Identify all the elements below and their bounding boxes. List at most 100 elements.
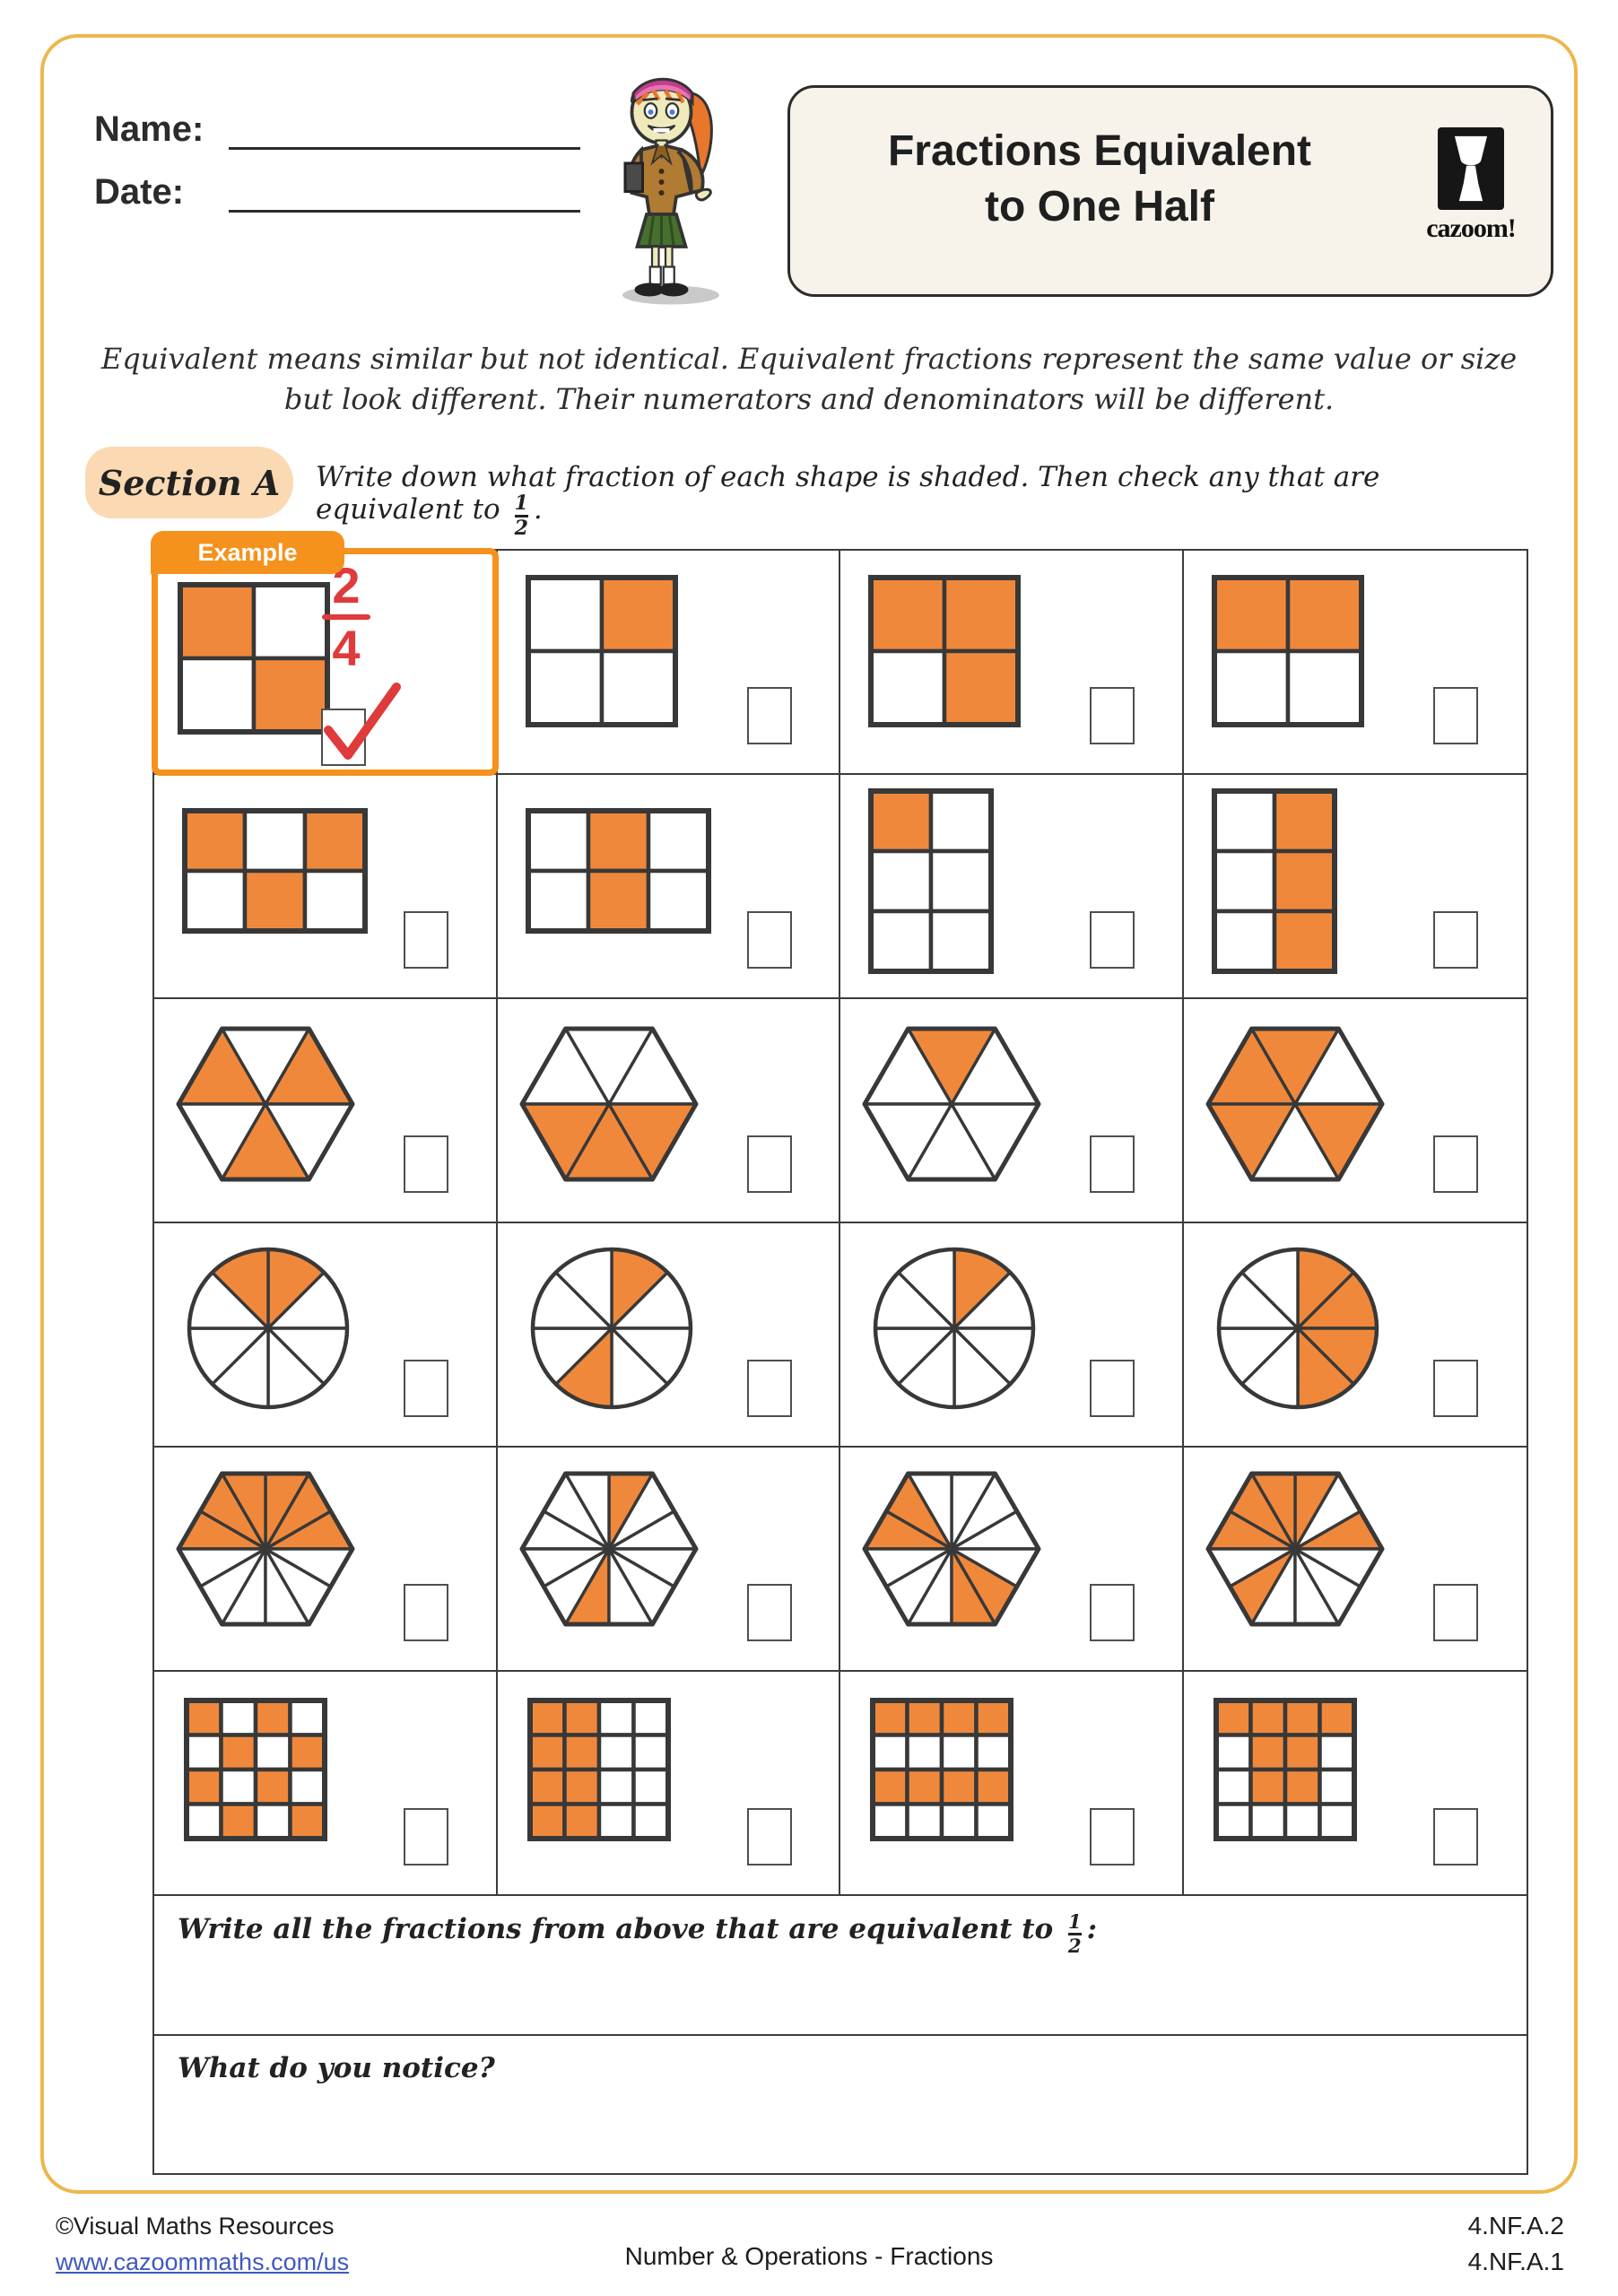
fraction-shape-cell-r4c4 [1183,1223,1527,1448]
q2-answer-space[interactable] [154,2090,1527,2173]
copyright-text: ©Visual Maths Resources [56,2213,335,2239]
fraction-shape-cell-r3c2 [497,999,840,1223]
name-field-row: Name: [94,109,580,150]
answer-checkbox[interactable] [746,1808,792,1866]
section-a-badge: Section A [85,447,293,518]
circle-fraction-shape [873,1247,1036,1410]
footer-topic: Number & Operations - Fractions [624,2242,994,2270]
hex-fraction-shape [519,1026,698,1182]
fraction-shape-cell-r6c1 [154,1672,498,1896]
intro-line-1: Equivalent means similar but not identic… [100,342,1518,376]
cazoom-link[interactable]: www.cazoommaths.com/us [56,2248,350,2275]
cazoom-logo: cazoom! [1422,127,1520,244]
logo-wordmark: cazoom! [1426,213,1517,243]
answer-checkbox[interactable] [746,687,792,744]
hex-fraction-shape [519,1471,698,1627]
hex-fraction-shape [176,1471,355,1627]
date-input-line[interactable] [229,172,580,213]
fraction-shape-cell-r2c4 [1183,775,1527,999]
example-badge: Example [151,531,344,574]
answer-checkbox[interactable] [404,1360,448,1417]
grid-fraction-shape [868,575,1021,727]
fraction-shape-cell-r5c2 [497,1448,840,1672]
hex-fraction-shape [862,1026,1041,1182]
grid-fraction-shape [184,1698,327,1841]
answer-checkbox[interactable] [1090,1808,1135,1866]
answer-checkbox[interactable] [1432,687,1478,744]
answer-checkbox[interactable] [404,911,448,969]
answer-checkbox[interactable] [404,1584,448,1641]
instruction-period: . [533,493,543,526]
grid-fraction-shape [182,808,368,934]
answer-checkbox[interactable] [1090,1135,1135,1193]
grid-fraction-shape [525,808,711,934]
title-line-1: Fractions Equivalent [887,127,1312,175]
fraction-shape-cell-r5c1 [154,1448,498,1672]
grid-fraction-shape [1211,788,1337,974]
answer-checkbox[interactable] [404,1808,448,1866]
answer-checkbox[interactable] [1432,911,1478,969]
fraction-shape-cell-r6c2 [497,1672,840,1896]
fraction-shape-cell-r5c3 [840,1448,1184,1672]
fraction-shape-cell-r2c2 [497,775,840,999]
answer-checkbox[interactable] [1090,1360,1135,1417]
answer-checkbox[interactable] [404,1135,448,1193]
standard-2: 4.NF.A.1 [1467,2248,1564,2275]
name-input-line[interactable] [229,109,580,150]
grid-fraction-shape [868,788,994,974]
grid-fraction-shape [525,575,678,727]
standard-1: 4.NF.A.2 [1467,2212,1564,2239]
name-label: Name: [94,109,204,149]
grid-fraction-shape [526,1698,671,1841]
worksheet-title: Fractions Equivalent to One Half [817,124,1382,235]
q1-text: Write all the fractions from above that … [178,1913,1054,1945]
fraction-shape-cell-r4c2 [497,1223,840,1448]
date-label: Date: [94,172,185,212]
intro-text: Equivalent means similar but not identic… [0,339,1618,420]
answer-checkbox[interactable] [1090,1584,1135,1641]
answer-checkbox[interactable] [1432,1584,1478,1641]
fraction-shape-cell-r1c1: Example 2 4 [151,531,499,776]
title-line-2: to One Half [984,183,1214,230]
date-field-row: Date: [94,172,580,213]
answer-checkbox[interactable] [1090,687,1135,744]
fraction-shape-cell-r1c3 [840,551,1184,775]
grid-fraction-shape [178,582,330,735]
q1-colon: : [1086,1913,1098,1945]
circle-fraction-shape [530,1247,692,1410]
circle-fraction-shape [1216,1247,1379,1410]
cazoom-goblet-icon [1438,127,1504,210]
fraction-shape-cell-r4c1 [154,1223,498,1448]
hex-fraction-shape [862,1471,1041,1627]
answer-checkbox[interactable] [746,911,792,969]
fraction-shape-cell-r2c3 [840,775,1184,999]
question-write-fractions: Write all the fractions from above that … [154,1896,1527,2036]
circle-fraction-shape [187,1247,350,1410]
fraction-shape-cell-r3c4 [1183,999,1527,1223]
answer-checkbox[interactable] [746,1584,792,1641]
answer-checkbox[interactable] [1090,911,1135,969]
answer-checkbox[interactable] [1432,1808,1478,1866]
page-border [40,34,1578,2194]
fraction-shape-cell-r1c2 [497,551,840,775]
grid-fraction-shape [1213,1698,1357,1841]
hex-fraction-shape [1205,1471,1384,1627]
worksheet-table: Example 2 4 Write all the fractions from a… [151,531,1528,2175]
q1-answer-space[interactable] [154,1950,1527,2034]
answer-checkbox[interactable] [1432,1360,1478,1417]
answer-checkbox[interactable] [1432,1135,1478,1193]
fraction-shape-cell-r4c3 [840,1223,1184,1448]
footer-left: ©Visual Maths Resources www.cazoommaths.… [56,2208,349,2280]
answer-checkbox[interactable] [746,1360,792,1417]
grid-fraction-shape [870,1698,1013,1841]
check-mark-icon [324,683,401,760]
fraction-shape-cell-r6c4 [1183,1672,1527,1896]
title-box: Fractions Equivalent to One Half cazoom! [787,85,1553,297]
intro-line-2: but look different. Their numerators and… [283,382,1335,416]
fraction-shape-cell-r5c4 [1183,1448,1527,1672]
fraction-shape-cell-r1c4 [1183,551,1527,775]
answer-checkbox[interactable] [746,1135,792,1193]
